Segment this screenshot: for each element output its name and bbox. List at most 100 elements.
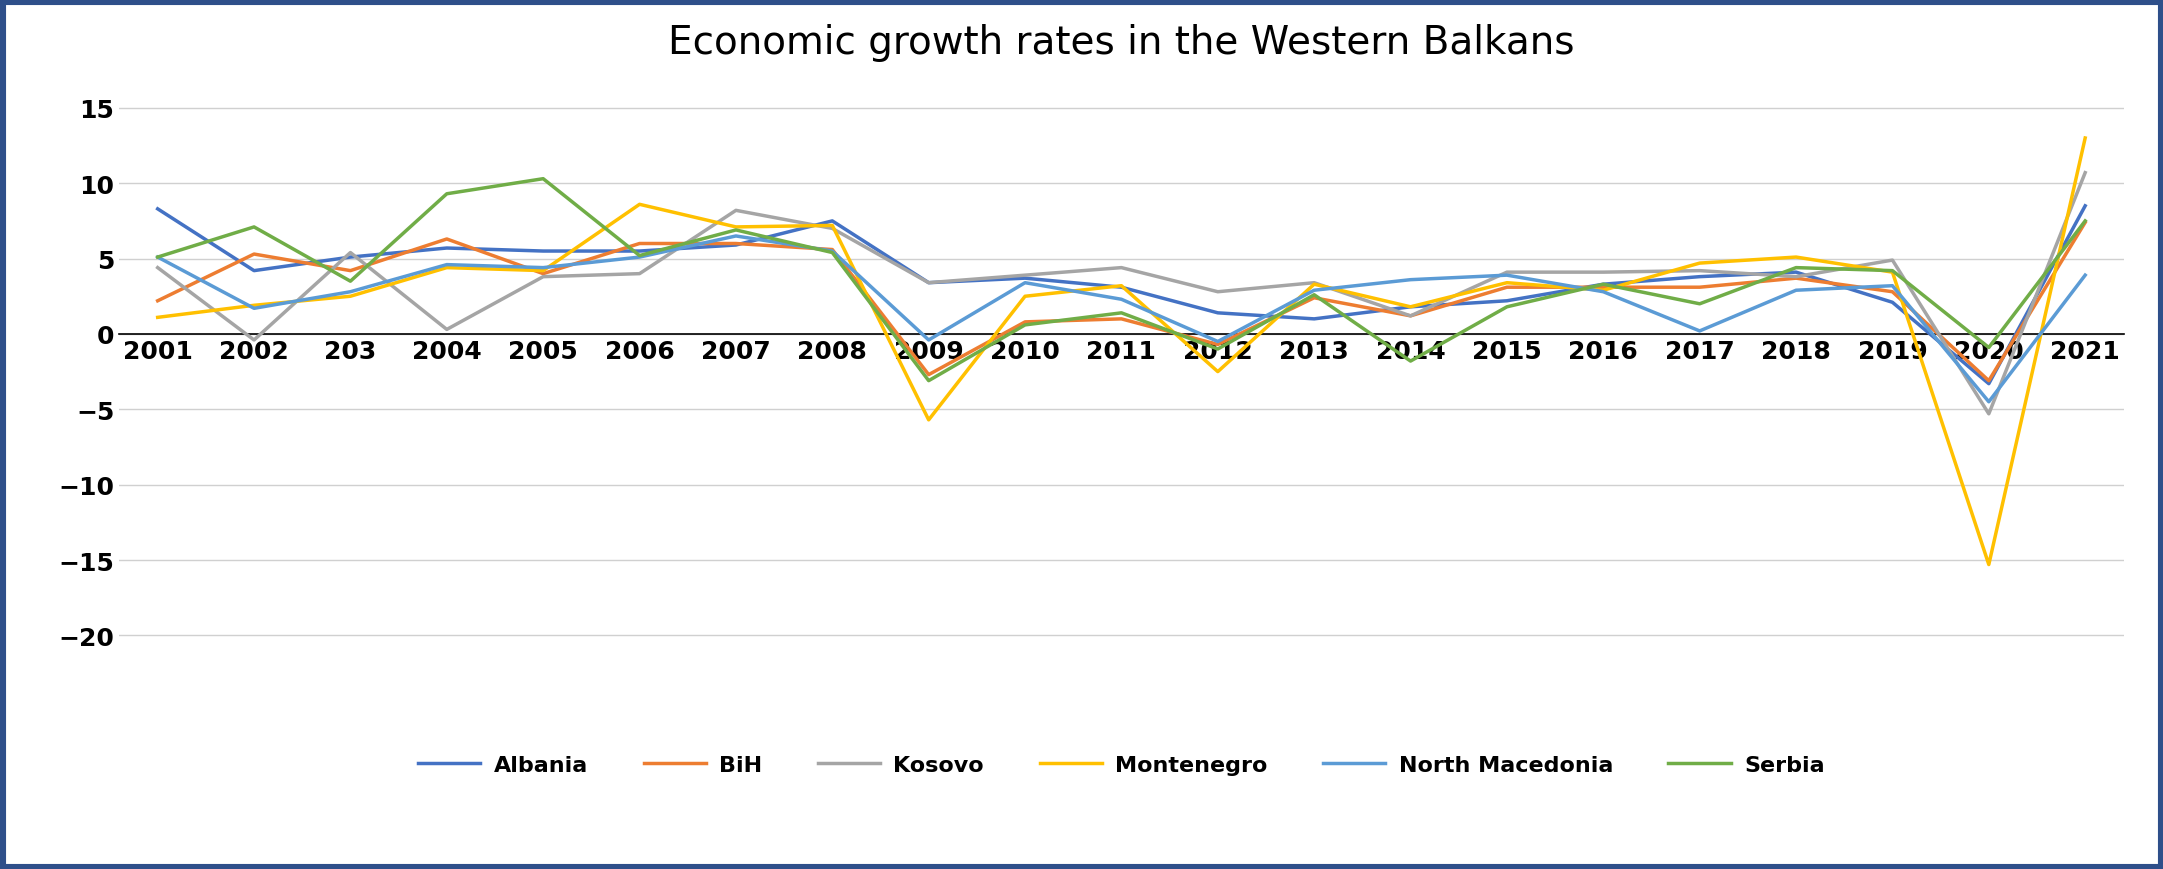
Montenegro [820,221,846,231]
North Macedonia [915,335,941,346]
Serbia [1590,280,1616,290]
Serbia [1975,343,2001,354]
North Macedonia [1397,275,1423,286]
Serbia [820,248,846,258]
Kosovo [1495,268,1521,278]
Serbia [1880,266,1906,276]
Kosovo [337,248,363,258]
North Macedonia [1495,270,1521,281]
Albania [1880,298,1906,308]
Serbia [722,225,748,235]
Montenegro [1495,278,1521,289]
North Macedonia [820,247,846,257]
Line: North Macedonia: North Macedonia [158,236,2085,402]
North Macedonia [722,231,748,242]
BiH [1205,340,1231,350]
North Macedonia [240,304,266,315]
Kosovo [1012,270,1038,281]
Albania [240,266,266,276]
North Macedonia [1205,337,1231,348]
Kosovo [627,269,653,280]
Kosovo [145,263,171,274]
Albania [2072,202,2098,212]
Albania [627,247,653,257]
Albania [530,247,556,257]
Albania [1107,282,1133,293]
Kosovo [1782,272,1808,282]
North Macedonia [2072,270,2098,281]
Kosovo [820,224,846,235]
Montenegro [435,263,461,274]
Serbia [627,251,653,262]
North Macedonia [145,253,171,263]
Kosovo [1107,263,1133,274]
Kosovo [240,335,266,346]
Albania [1205,308,1231,319]
Montenegro [1880,268,1906,278]
Montenegro [1687,259,1713,269]
Serbia [1302,290,1328,301]
North Macedonia [530,263,556,274]
North Macedonia [1302,286,1328,296]
BiH [435,235,461,245]
Serbia [435,189,461,200]
Montenegro [1782,253,1808,263]
North Macedonia [1107,295,1133,305]
BiH [1590,282,1616,293]
Line: Montenegro: Montenegro [158,139,2085,565]
BiH [1302,293,1328,303]
Serbia [1782,263,1808,274]
North Macedonia [1590,287,1616,297]
North Macedonia [627,253,653,263]
Kosovo [1397,311,1423,322]
Albania [145,204,171,215]
Montenegro [722,222,748,233]
Montenegro [530,266,556,276]
BiH [722,239,748,249]
BiH [145,296,171,307]
Albania [1975,379,2001,389]
BiH [1397,311,1423,322]
Montenegro [1012,292,1038,302]
Montenegro [337,292,363,302]
Kosovo [1880,255,1906,266]
Montenegro [915,415,941,426]
BiH [1687,282,1713,293]
Albania [1687,272,1713,282]
North Macedonia [435,260,461,270]
Kosovo [915,278,941,289]
Serbia [1205,344,1231,355]
Legend: Albania, BiH, Kosovo, Montenegro, North Macedonia, Serbia: Albania, BiH, Kosovo, Montenegro, North … [409,746,1834,784]
Serbia [2072,216,2098,227]
Kosovo [530,272,556,282]
Line: Serbia: Serbia [158,180,2085,381]
BiH [1975,376,2001,387]
Albania [1782,268,1808,278]
BiH [1107,315,1133,325]
Montenegro [1205,367,1231,377]
Kosovo [1687,266,1713,276]
Albania [1012,274,1038,284]
BiH [240,249,266,260]
Albania [820,216,846,227]
Serbia [1012,321,1038,331]
Albania [915,278,941,289]
Montenegro [1302,280,1328,290]
BiH [1495,282,1521,293]
Albania [1302,315,1328,325]
Line: Albania: Albania [158,207,2085,384]
BiH [820,245,846,255]
Albania [435,243,461,254]
Kosovo [1590,268,1616,278]
BiH [1012,317,1038,328]
BiH [915,370,941,381]
BiH [2072,218,2098,229]
North Macedonia [1880,282,1906,292]
Serbia [240,222,266,233]
Albania [1397,302,1423,313]
Kosovo [1205,287,1231,297]
Kosovo [435,325,461,335]
Albania [1495,296,1521,307]
Kosovo [1975,409,2001,420]
North Macedonia [1975,397,2001,408]
